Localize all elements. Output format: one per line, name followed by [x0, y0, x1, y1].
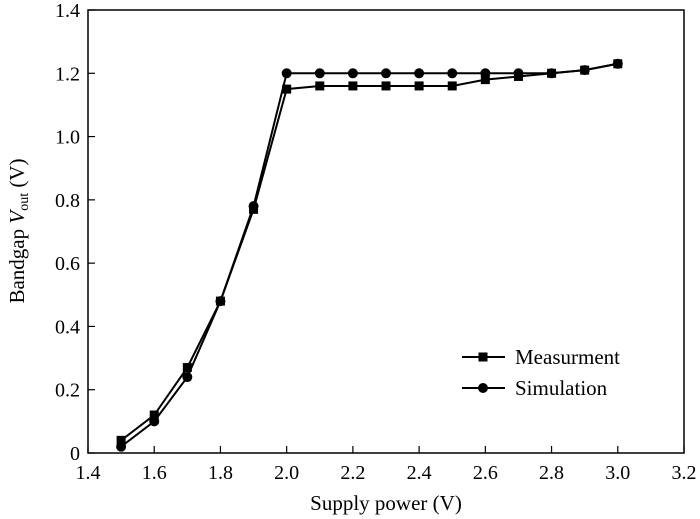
y-axis-label-sub: out: [17, 193, 32, 211]
data-point-simulation: [579, 65, 590, 76]
y-axis-ticks: 0 0.2 0.4 0.6 0.8 1.0 1.2 1.4: [55, 0, 95, 465]
y-axis-label-main: Bandgap: [5, 224, 29, 304]
data-point-measurment: [414, 81, 424, 91]
data-point-simulation: [546, 68, 557, 79]
x-tick-label: 3.0: [605, 462, 630, 484]
y-tick-label: 0.8: [55, 190, 80, 212]
data-point-simulation: [116, 441, 127, 452]
data-point-simulation: [248, 201, 259, 212]
data-point-simulation: [612, 58, 623, 69]
legend-marker-measurment: [478, 352, 488, 362]
data-point-measurment: [480, 75, 490, 85]
y-tick-label: 1.4: [55, 0, 80, 22]
data-point-simulation: [513, 68, 524, 79]
x-tick-label: 2.2: [340, 462, 365, 484]
legend-label-simulation: Simulation: [515, 376, 608, 400]
x-tick-label: 1.6: [142, 462, 167, 484]
data-point-simulation: [281, 68, 292, 79]
y-axis-label-unit: (V): [5, 158, 29, 192]
data-point-simulation: [480, 68, 491, 79]
y-axis-label: Bandgap Vout (V): [5, 158, 32, 303]
y-tick-label: 0: [70, 443, 80, 465]
legend-marker-simulation: [478, 383, 488, 393]
legend-label-measurment: Measurment: [515, 345, 620, 369]
x-tick-label: 2.6: [473, 462, 498, 484]
data-point-measurment: [282, 84, 292, 94]
data-point-simulation: [347, 68, 358, 79]
data-point-measurment: [182, 363, 192, 373]
data-point-simulation: [215, 296, 226, 307]
y-tick-label: 1.2: [55, 63, 80, 85]
data-point-measurment: [315, 81, 325, 91]
data-point-measurment: [447, 81, 457, 91]
data-point-simulation: [414, 68, 425, 79]
data-point-measurment: [381, 81, 391, 91]
data-point-measurment: [116, 435, 126, 445]
x-tick-label: 2.0: [274, 462, 299, 484]
data-point-simulation: [182, 372, 193, 383]
x-axis-label: Supply power (V): [310, 491, 462, 515]
y-tick-label: 0.2: [55, 380, 80, 402]
x-tick-label: 2.8: [539, 462, 564, 484]
data-point-simulation: [447, 68, 458, 79]
plot-frame: [87, 9, 685, 454]
y-tick-label: 1.0: [55, 127, 80, 149]
series-line-simulation: [120, 62, 618, 448]
data-point-measurment: [149, 410, 159, 420]
y-axis-label-var: V: [5, 209, 29, 224]
data-point-simulation: [149, 416, 160, 427]
data-point-simulation: [381, 68, 391, 79]
y-tick-label: 0.6: [55, 253, 80, 275]
legend: Measurment Simulation: [462, 345, 620, 400]
data-point-measurment: [348, 81, 358, 91]
x-tick-label: 2.4: [407, 462, 432, 484]
x-tick-label: 1.4: [76, 462, 101, 484]
x-tick-label: 1.8: [208, 462, 233, 484]
series-layer: [116, 58, 623, 452]
y-tick-label: 0.4: [55, 316, 80, 338]
series-line-measurment: [120, 62, 618, 442]
data-point-simulation: [314, 68, 325, 79]
x-tick-label: 3.2: [672, 462, 697, 484]
x-axis-ticks: 1.4 1.6 1.8 2.0 2.2 2.4 2.6 2.8 3.0 3.2: [76, 446, 697, 484]
